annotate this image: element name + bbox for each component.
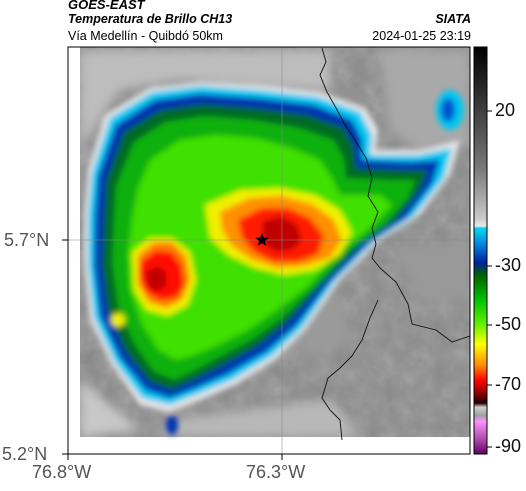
colorbar-tick-label: -70 [495,374,522,394]
y-tick-label: 5.7°N [4,230,50,250]
colorbar [473,46,488,455]
datetime-label: 2024-01-25 23:19 [372,29,471,43]
river-line [321,299,379,441]
department-border [319,47,470,343]
colorbar-tick-label: 20 [495,100,516,120]
y-tick-label: 5.2°N [2,444,48,464]
x-tick-label: 76.8°W [32,462,92,482]
colorbar-tick-label: -90 [495,436,522,456]
satellite-image [68,47,470,454]
star-marker-icon [255,233,269,246]
x-tick-label: 76.3°W [246,462,306,482]
map-frame [67,46,471,455]
source-label: SIATA [435,12,471,26]
satellite-title: GOES-EAST [68,0,145,12]
colorbar-tick-label: -30 [495,255,522,275]
region-label: Vía Medellín - Quibdó 50km [68,29,223,43]
colorbar-tick-label: -50 [495,314,522,334]
product-title: Temperatura de Brillo CH13 [68,12,233,26]
